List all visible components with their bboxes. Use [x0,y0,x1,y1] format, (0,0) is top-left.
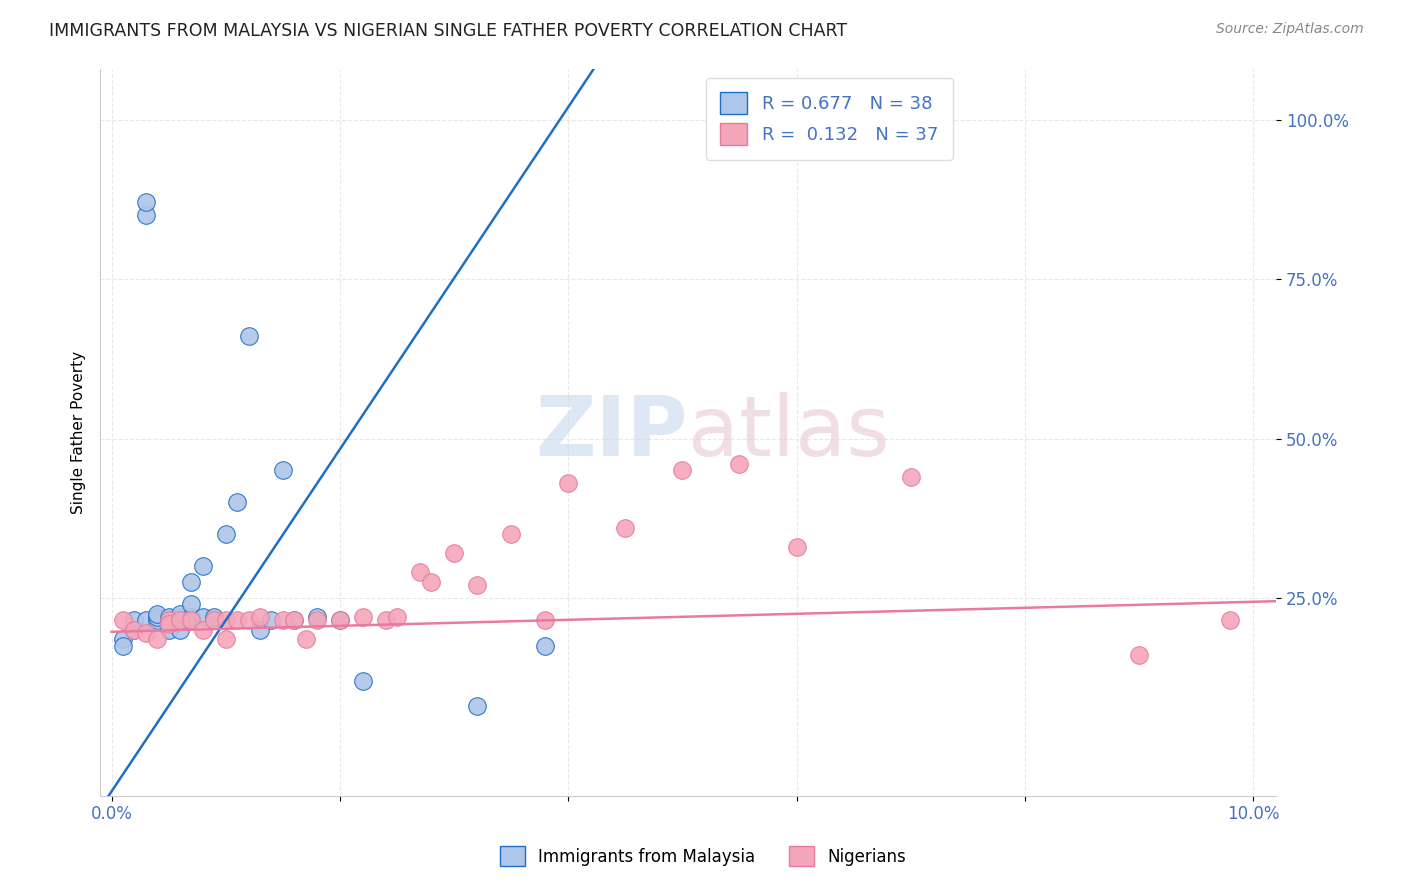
Point [534,613,557,627]
Point [157,610,180,624]
Point [157,613,180,627]
Point [900,470,922,484]
Point [111,639,134,653]
Point [146,610,169,624]
Point [1219,613,1241,627]
Point [124,623,146,637]
Point [728,457,751,471]
Point [307,610,329,624]
Point [294,632,316,647]
Point [191,559,214,574]
Point [329,613,352,627]
Point [249,623,271,637]
Point [202,613,225,627]
Point [385,610,408,624]
Text: Source: ZipAtlas.com: Source: ZipAtlas.com [1216,22,1364,37]
Point [307,613,329,627]
Point [180,610,202,624]
Point [238,613,260,627]
Point [786,540,808,554]
Point [124,623,146,637]
Point [226,613,249,627]
Point [614,521,637,535]
Point [271,613,294,627]
Point [180,575,202,590]
Point [146,613,169,627]
Text: IMMIGRANTS FROM MALAYSIA VS NIGERIAN SINGLE FATHER POVERTY CORRELATION CHART: IMMIGRANTS FROM MALAYSIA VS NIGERIAN SIN… [49,22,848,40]
Point [191,610,214,624]
Point [135,613,157,627]
Point [465,699,488,714]
Point [146,607,169,621]
Point [157,616,180,631]
Point [238,329,260,343]
Point [226,495,249,509]
Point [215,613,238,627]
Point [443,546,465,560]
Point [169,607,191,621]
Point [283,613,305,627]
Point [249,610,271,624]
Point [135,626,157,640]
Point [146,632,169,647]
Point [169,613,191,627]
Point [135,195,157,210]
Point [501,527,523,541]
Point [111,632,134,647]
Point [465,578,488,592]
Point [124,613,146,627]
Point [271,463,294,477]
Point [202,610,225,624]
Point [180,598,202,612]
Point [374,613,396,627]
Point [169,610,191,624]
Text: atlas: atlas [688,392,890,473]
Point [260,613,283,627]
Legend: R = 0.677   N = 38, R =  0.132   N = 37: R = 0.677 N = 38, R = 0.132 N = 37 [706,78,953,160]
Point [215,632,238,647]
Point [329,613,352,627]
Y-axis label: Single Father Poverty: Single Father Poverty [72,351,86,514]
Point [420,575,443,590]
Point [135,208,157,222]
Point [169,613,191,627]
Point [191,623,214,637]
Point [215,527,238,541]
Point [111,613,134,627]
Point [534,639,557,653]
Point [352,673,374,688]
Point [157,623,180,637]
Point [557,476,579,491]
Point [352,610,374,624]
Point [180,613,202,627]
Point [671,463,693,477]
Point [202,613,225,627]
Text: ZIP: ZIP [536,392,688,473]
Point [157,613,180,627]
Point [169,623,191,637]
Point [1128,648,1150,663]
Point [409,566,432,580]
Legend: Immigrants from Malaysia, Nigerians: Immigrants from Malaysia, Nigerians [492,838,914,875]
Point [180,613,202,627]
Point [283,613,305,627]
Point [157,613,180,627]
